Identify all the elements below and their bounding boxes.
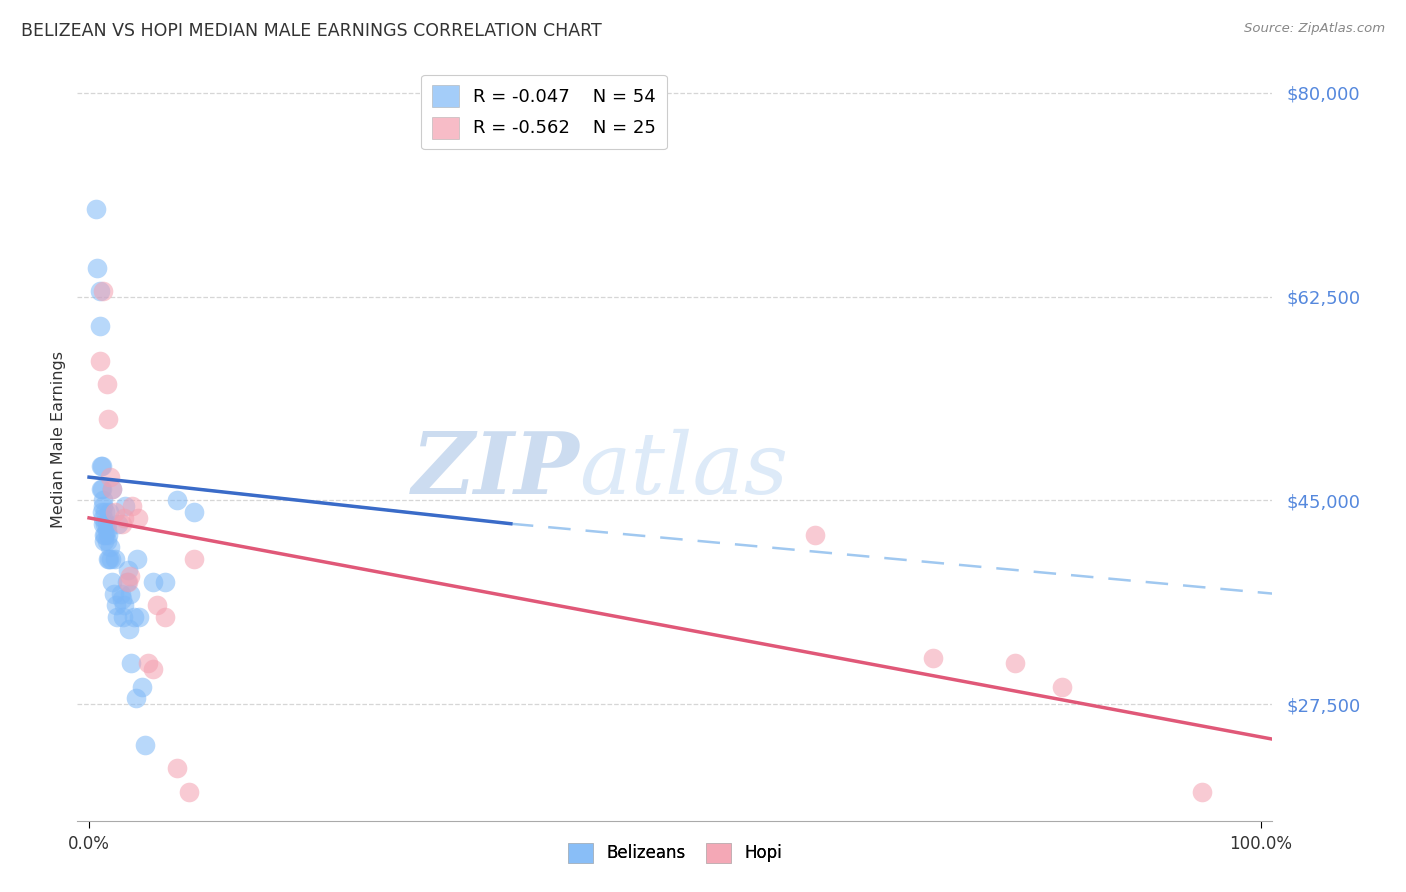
Point [91, 284, 114, 298]
Point [146, 599, 169, 613]
Point [110, 586, 132, 600]
Point [120, 586, 141, 600]
Point [921, 650, 943, 665]
Point [90, 458, 112, 473]
Point [120, 569, 141, 583]
Point [100, 551, 122, 566]
Point [115, 574, 138, 589]
Point [142, 662, 165, 676]
Point [104, 505, 127, 519]
Point [111, 592, 134, 607]
Point [121, 500, 143, 514]
Point [155, 574, 177, 589]
Point [104, 551, 127, 566]
Point [103, 586, 125, 600]
Text: ZIP: ZIP [412, 428, 579, 512]
Point [125, 691, 148, 706]
Point [84, 202, 107, 217]
Point [131, 680, 153, 694]
Point [86, 260, 108, 275]
Point [94, 516, 117, 531]
Point [1191, 784, 1213, 798]
Point [93, 528, 115, 542]
Point [183, 505, 205, 519]
Text: BELIZEAN VS HOPI MEDIAN MALE EARNINGS CORRELATION CHART: BELIZEAN VS HOPI MEDIAN MALE EARNINGS CO… [21, 22, 602, 40]
Legend: Belizeans, Hopi: Belizeans, Hopi [561, 836, 789, 870]
Point [90, 458, 114, 473]
Point [94, 528, 117, 542]
Point [94, 505, 117, 519]
Point [804, 528, 827, 542]
Point [105, 610, 128, 624]
Point [127, 511, 149, 525]
Point [117, 563, 139, 577]
Point [91, 511, 114, 525]
Point [97, 528, 120, 542]
Point [136, 657, 159, 671]
Point [101, 482, 124, 496]
Point [97, 412, 120, 426]
Point [128, 610, 150, 624]
Text: atlas: atlas [579, 428, 789, 511]
Point [96, 516, 118, 531]
Point [90, 505, 114, 519]
Point [96, 376, 118, 391]
Point [120, 657, 142, 671]
Point [117, 574, 139, 589]
Point [91, 493, 114, 508]
Point [91, 500, 114, 514]
Point [96, 534, 118, 549]
Point [97, 551, 120, 566]
Point [89, 353, 111, 368]
Point [107, 516, 129, 531]
Point [118, 622, 141, 636]
Point [98, 470, 121, 484]
Y-axis label: Median Male Earnings: Median Male Earnings [51, 351, 66, 528]
Point [166, 761, 188, 775]
Point [98, 540, 121, 554]
Point [127, 551, 149, 566]
Point [177, 784, 200, 798]
Point [122, 610, 145, 624]
Point [93, 534, 115, 549]
Point [114, 500, 136, 514]
Point [112, 511, 135, 525]
Point [112, 610, 135, 624]
Point [112, 599, 135, 613]
Point [105, 599, 127, 613]
Point [101, 574, 124, 589]
Point [1050, 680, 1073, 694]
Point [155, 610, 177, 624]
Point [98, 551, 120, 566]
Point [1004, 657, 1026, 671]
Point [142, 574, 165, 589]
Point [90, 482, 114, 496]
Point [111, 516, 134, 531]
Point [101, 482, 124, 496]
Point [89, 284, 111, 298]
Point [166, 493, 188, 508]
Point [96, 523, 118, 537]
Point [134, 738, 156, 752]
Point [89, 318, 111, 333]
Point [98, 505, 120, 519]
Point [183, 551, 205, 566]
Text: Source: ZipAtlas.com: Source: ZipAtlas.com [1244, 22, 1385, 36]
Point [91, 516, 114, 531]
Point [90, 482, 112, 496]
